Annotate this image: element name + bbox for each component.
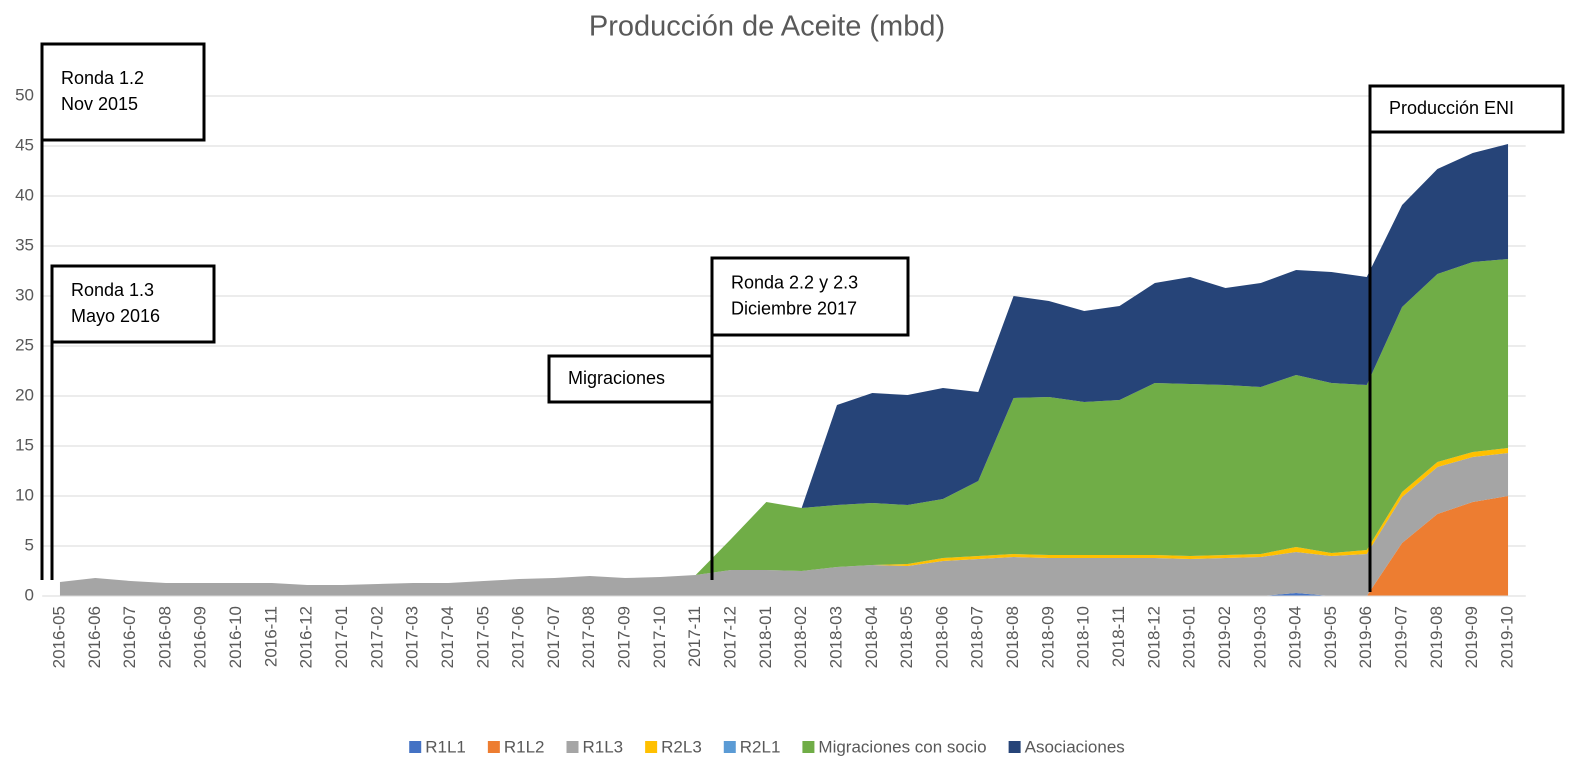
x-tick-label: 2016-10 <box>226 606 245 668</box>
x-tick-label: 2019-09 <box>1462 606 1481 668</box>
annotation-box <box>50 264 216 344</box>
annotation-text: Ronda 1.3 <box>71 280 154 300</box>
x-tick-label: 2017-11 <box>685 606 704 667</box>
x-tick-label: 2016-12 <box>297 606 316 668</box>
annotation-box <box>547 354 714 404</box>
x-tick-label: 2017-02 <box>367 606 386 668</box>
x-tick-label: 2016-07 <box>120 606 139 668</box>
x-tick-label: 2019-10 <box>1498 606 1517 668</box>
x-tick-label: 2016-11 <box>261 606 280 667</box>
x-tick-label: 2016-05 <box>49 606 68 668</box>
annotation-text: Ronda 2.2 y 2.3 <box>731 272 858 292</box>
area <box>59 453 1509 596</box>
x-tick-label: 2018-12 <box>1144 606 1163 668</box>
x-tick-label: 2018-03 <box>826 606 845 668</box>
legend-label: R1L3 <box>582 737 623 756</box>
annotation-text: Mayo 2016 <box>71 306 160 326</box>
area <box>59 144 1509 585</box>
annotation-box <box>40 42 206 142</box>
legend-label: R2L1 <box>740 737 781 756</box>
annotation-text: Diciembre 2017 <box>731 298 857 318</box>
x-tick-label: 2018-04 <box>862 606 881 668</box>
x-tick-label: 2017-04 <box>438 606 457 668</box>
legend-swatch <box>409 741 422 753</box>
legend-swatch <box>723 741 736 753</box>
x-tick-label: 2017-03 <box>403 606 422 668</box>
annotation-box <box>710 256 910 337</box>
x-tick-label: 2018-02 <box>791 606 810 668</box>
legend: R1L1 R1L2 R1L3 R2L3 R2L1 Migraciones con soci… <box>409 737 1125 756</box>
y-tick-label: 30 <box>15 285 34 304</box>
legend-label: Migraciones con socio <box>818 737 986 756</box>
x-tick-label: 2018-09 <box>1038 606 1057 668</box>
x-tick-label: 2016-06 <box>85 606 104 668</box>
y-tick-label: 40 <box>15 185 34 204</box>
x-tick-label: 2018-05 <box>897 606 916 668</box>
y-tick-label: 10 <box>15 485 34 504</box>
x-tick-label: 2019-02 <box>1215 606 1234 668</box>
y-tick-label: 20 <box>15 385 34 404</box>
y-tick-label: 35 <box>15 235 34 254</box>
x-tick-label: 2017-06 <box>509 606 528 668</box>
legend-swatch <box>1008 741 1021 753</box>
x-tick-label: 2017-10 <box>650 606 669 668</box>
x-tick-label: 2018-06 <box>932 606 951 668</box>
y-tick-label: 50 <box>15 85 34 104</box>
x-tick-label: 2019-01 <box>1180 606 1199 668</box>
legend-label: R1L2 <box>504 737 545 756</box>
x-tick-label: 2019-03 <box>1250 606 1269 668</box>
x-tick-label: 2017-07 <box>544 606 563 668</box>
x-tick-label: 2018-11 <box>1109 606 1128 667</box>
legend-swatch <box>645 741 658 753</box>
annotation-box <box>1368 84 1565 134</box>
x-tick-label: 2019-05 <box>1321 606 1340 668</box>
legend-swatch <box>566 741 579 753</box>
legend-label: R2L3 <box>661 737 702 756</box>
x-tick-label: 2019-06 <box>1356 606 1375 668</box>
legend-label: R1L1 <box>425 737 466 756</box>
y-tick-label: 15 <box>15 435 34 454</box>
annotation-text: Migraciones <box>568 368 665 388</box>
x-tick-label: 2016-09 <box>191 606 210 668</box>
y-tick-label: 25 <box>15 335 34 354</box>
x-tick-label: 2018-08 <box>1003 606 1022 668</box>
y-tick-label: 45 <box>15 135 34 154</box>
x-tick-label: 2018-10 <box>1074 606 1093 668</box>
chart-title: Producción de Aceite (mbd) <box>589 11 945 43</box>
x-tick-label: 2018-07 <box>968 606 987 668</box>
x-tick-label: 2019-04 <box>1286 606 1305 668</box>
annotation-text: Nov 2015 <box>61 94 138 114</box>
legend-label: Asociaciones <box>1025 737 1125 756</box>
annotation-text: Producción ENI <box>1389 98 1514 118</box>
legend-swatch <box>487 741 500 753</box>
x-tick-label: 2019-08 <box>1427 606 1446 668</box>
annotation-text: Ronda 1.2 <box>61 68 144 88</box>
x-tick-label: 2018-01 <box>756 606 775 668</box>
area <box>59 259 1509 585</box>
y-tick-label: 5 <box>25 535 34 554</box>
x-tick-label: 2017-09 <box>615 606 634 668</box>
legend-swatch <box>802 741 815 753</box>
x-tick-label: 2016-08 <box>155 606 174 668</box>
x-tick-label: 2017-08 <box>579 606 598 668</box>
x-tick-label: 2017-05 <box>473 606 492 668</box>
x-tick-label: 2019-07 <box>1392 606 1411 668</box>
x-tick-label: 2017-12 <box>721 606 740 668</box>
x-tick-label: 2017-01 <box>332 606 351 668</box>
y-tick-label: 0 <box>25 585 34 604</box>
